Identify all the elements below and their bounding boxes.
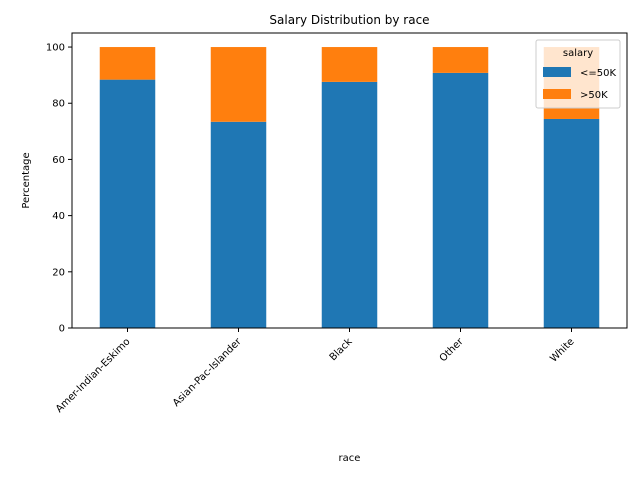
bar-le50k-black (321, 81, 378, 328)
bar-le50k-amer-indian-eskimo (99, 79, 156, 328)
bar-gt50k-asian-pac-islander (210, 47, 267, 122)
x-tick-label: Asian-Pac-Islander (171, 336, 244, 409)
y-tick-label: 60 (52, 155, 65, 166)
bar-le50k-white (543, 118, 600, 328)
legend-label-le50k: <=50K (580, 68, 616, 79)
bar-le50k-asian-pac-islander (210, 121, 267, 329)
bar-le50k-other (432, 72, 489, 329)
y-tick-label: 80 (52, 99, 65, 110)
legend-swatch-le50k (543, 67, 571, 77)
x-axis-label: race (339, 453, 361, 464)
legend-swatch-gt50k (543, 89, 571, 99)
y-tick-label: 40 (52, 211, 65, 222)
chart-title: Salary Distribution by race (269, 13, 429, 27)
plot-frame (71, 32, 628, 329)
bar-gt50k-black (321, 47, 378, 82)
legend-title: salary (563, 48, 593, 59)
legend-label-gt50k: >50K (580, 90, 608, 101)
y-axis: 0 20 40 60 80 100 (46, 43, 72, 335)
x-tick-label: White (548, 336, 576, 364)
x-axis: Amer-Indian-Eskimo Asian-Pac-Islander Blac… (54, 328, 577, 415)
y-axis-label: Percentage (21, 152, 32, 208)
bar-gt50k-other (432, 47, 489, 73)
bars-group (99, 47, 600, 329)
x-tick-label: Other (438, 336, 466, 364)
legend: salary <=50K >50K (535, 39, 621, 109)
x-tick-label: Amer-Indian-Eskimo (54, 336, 133, 415)
y-tick-label: 0 (59, 324, 65, 335)
y-tick-label: 100 (46, 43, 65, 54)
x-tick-label: Black (328, 336, 355, 363)
bar-gt50k-amer-indian-eskimo (99, 47, 156, 80)
y-tick-label: 20 (52, 267, 65, 278)
